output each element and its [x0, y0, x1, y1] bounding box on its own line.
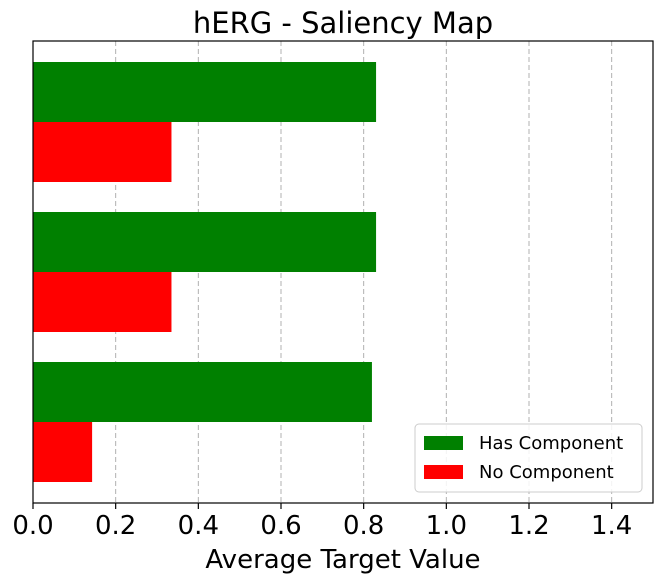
bar-has-component-2 — [33, 362, 372, 422]
bar-has-component-0 — [33, 62, 377, 122]
x-tick-label: 0.8 — [343, 511, 384, 541]
bar-has-component-1 — [33, 212, 377, 272]
legend-swatch-has-component — [424, 436, 463, 450]
legend: Has Component No Component — [414, 423, 643, 493]
legend-label-no-component: No Component — [479, 462, 614, 483]
bar-no-component-2 — [33, 422, 93, 482]
x-tick-label: 0.0 — [12, 511, 53, 541]
bar-no-component-1 — [33, 272, 172, 332]
x-tick-label: 1.0 — [426, 511, 467, 541]
chart-title: hERG - Saliency Map — [193, 6, 493, 40]
x-tick-label: 1.2 — [508, 511, 549, 541]
legend-swatch-no-component — [424, 465, 463, 479]
x-tick-label: 1.4 — [591, 511, 632, 541]
bars-layer — [33, 62, 377, 482]
x-tick-label: 0.6 — [260, 511, 301, 541]
bar-no-component-0 — [33, 122, 172, 182]
plot-frame — [32, 40, 654, 504]
x-tick-label: 0.4 — [178, 511, 219, 541]
x-tick-label: 0.2 — [95, 511, 136, 541]
legend-box — [414, 423, 643, 493]
legend-label-has-component: Has Component — [479, 433, 623, 454]
x-axis-ticks: 0.0 0.2 0.4 0.6 0.8 1.0 1.2 1.4 — [12, 503, 632, 541]
x-axis-label: Average Target Value — [205, 545, 480, 575]
